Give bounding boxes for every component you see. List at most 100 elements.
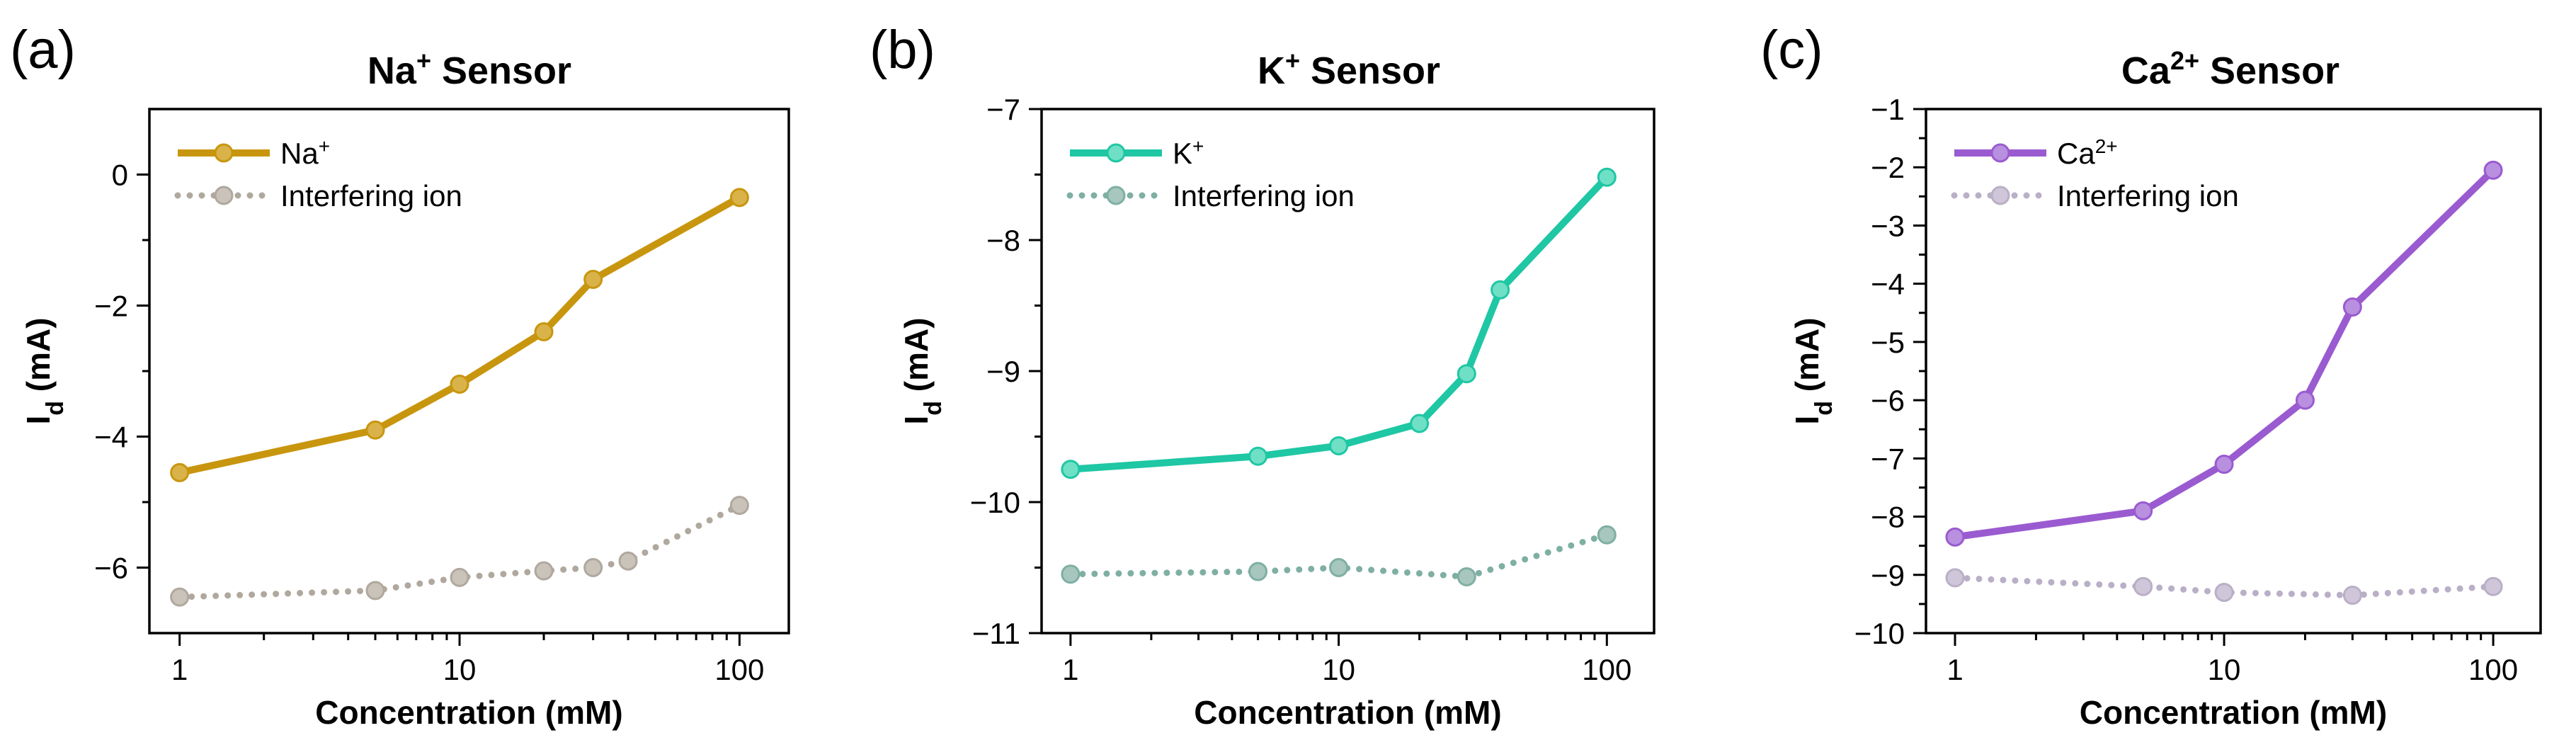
legend-marker-0 [1106, 143, 1126, 163]
y-tick-label: −11 [972, 617, 1020, 650]
data-point [729, 188, 749, 207]
x-tick-label: 10 [443, 653, 477, 686]
y-tick-label: −3 [1871, 209, 1905, 242]
data-point [1061, 564, 1081, 584]
y-label-main: I [20, 416, 57, 425]
data-point [1491, 280, 1510, 300]
data-point [729, 496, 749, 516]
data-point [2342, 586, 2362, 605]
chart-title: Ca2+ Sensor [2121, 46, 2340, 93]
data-point [1457, 364, 1476, 384]
data-point [1945, 527, 1965, 547]
data-point [2214, 582, 2234, 602]
legend-label-1: Interfering ion [2057, 179, 2239, 212]
title-superscript: + [416, 46, 431, 75]
y-tick-label: −5 [1871, 326, 1905, 359]
y-label-rest: (mA) [1789, 317, 1825, 401]
panel-letter: (b) [870, 20, 935, 80]
y-tick-label: −1 [1871, 93, 1905, 126]
legend-label-0: Ca2+ [2057, 135, 2118, 171]
y-label-subscript: d [42, 401, 69, 416]
title-superscript: 2+ [2170, 46, 2199, 75]
x-axis-label: Concentration (mM) [315, 694, 622, 731]
data-point [1597, 167, 1617, 187]
plot-frame [148, 108, 790, 635]
title-main: Na [367, 50, 417, 92]
y-tick-label: −9 [1871, 559, 1905, 592]
legend-marker-1 [214, 186, 234, 205]
data-point [2133, 501, 2153, 521]
data-point [1329, 558, 1349, 577]
y-tick-label: −4 [1871, 268, 1905, 301]
data-point [583, 558, 603, 577]
series-line-0 [1070, 174, 1609, 473]
data-point [365, 581, 385, 601]
y-tick-label: −2 [94, 290, 128, 323]
chart-title: K+ Sensor [1258, 46, 1440, 93]
title-rest: Sensor [431, 50, 571, 92]
data-point [618, 551, 638, 571]
y-tick-label: −8 [1871, 501, 1905, 534]
legend-label-1: Interfering ion [1173, 179, 1355, 212]
title-main: Ca [2121, 50, 2171, 92]
data-point [1248, 562, 1268, 581]
legend-label-0: K+ [1173, 135, 1204, 171]
x-axis-label: Concentration (mM) [2080, 694, 2387, 731]
y-label-subscript: d [1811, 401, 1837, 416]
y-tick-label: −2 [1871, 151, 1905, 184]
x-tick-label: 1 [1062, 653, 1078, 686]
data-point [534, 561, 554, 581]
y-tick-label: −6 [94, 552, 128, 585]
title-rest: Sensor [1300, 50, 1440, 92]
data-point [2295, 390, 2315, 410]
legend-label-0: Na+ [280, 135, 330, 171]
legend-marker-1 [1990, 186, 2010, 205]
legend-label-1: Interfering ion [280, 179, 462, 212]
title-rest: Sensor [2199, 50, 2340, 92]
data-point [170, 587, 190, 607]
legend-marker-1 [1106, 186, 1126, 205]
y-tick-label: −10 [1854, 617, 1905, 650]
data-point [2483, 160, 2503, 180]
y-tick-label: 0 [112, 159, 128, 192]
legend-name: Interfering ion [2057, 179, 2239, 212]
data-point [1248, 446, 1268, 466]
y-tick-label: −9 [986, 355, 1020, 388]
title-main: K [1258, 50, 1285, 92]
y-axis-label: Id (mA) [898, 317, 947, 424]
y-axis-label: Id (mA) [1789, 317, 1837, 424]
legend-name: Ca [2057, 137, 2095, 170]
legend-superscript: 2+ [2095, 135, 2118, 157]
data-point [1597, 525, 1617, 545]
x-tick-label: 100 [1582, 653, 1631, 686]
data-point [2133, 576, 2153, 596]
y-label-rest: (mA) [20, 317, 57, 401]
data-point [365, 420, 385, 440]
data-point [583, 270, 603, 289]
y-tick-label: −8 [986, 224, 1020, 257]
x-tick-label: 10 [1322, 653, 1355, 686]
y-label-subscript: d [920, 401, 947, 416]
panel-letter: (c) [1760, 20, 1823, 80]
x-tick-label: 100 [2468, 653, 2518, 686]
legend-name: K [1173, 137, 1192, 170]
legend-marker-0 [214, 143, 234, 163]
x-tick-label: 1 [1947, 653, 1963, 686]
chart-title: Na+ Sensor [367, 46, 571, 93]
y-tick-label: −10 [970, 486, 1020, 519]
data-point [170, 462, 190, 482]
data-point [534, 322, 554, 341]
legend-name: Interfering ion [280, 179, 462, 212]
x-axis-label: Concentration (mM) [1194, 694, 1501, 731]
series-line-1 [1951, 574, 2497, 599]
y-tick-label: −4 [94, 421, 128, 454]
y-axis-label: Id (mA) [20, 317, 69, 424]
panel-letter: (a) [10, 20, 76, 80]
data-point [2214, 455, 2234, 474]
series-line-0 [178, 194, 741, 477]
data-point [2483, 576, 2503, 596]
data-point [450, 567, 469, 587]
data-point [1410, 414, 1430, 433]
y-label-main: I [1789, 416, 1825, 425]
data-point [450, 375, 469, 394]
